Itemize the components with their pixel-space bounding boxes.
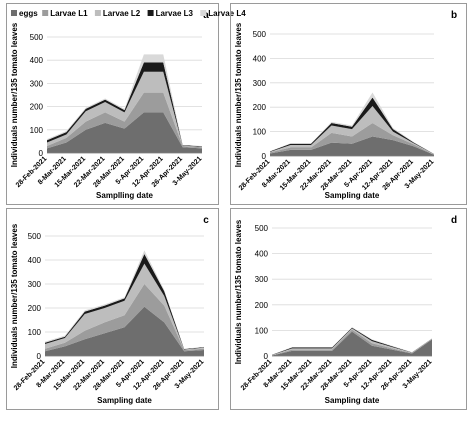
y-tick-label: 400 [253,54,267,63]
legend-label: Larvae L4 [208,9,246,18]
area-eggs [272,331,432,356]
chart-panel-a: 010020030040050028-Feb-20218-Mar-202115-… [6,3,246,205]
y-axis-title: Individuals number/135 tomato leaves [234,219,243,364]
y-tick-label: 500 [253,30,267,39]
chart-panel-b: 010020030040050028-Feb-20218-Mar-202115-… [230,3,467,205]
area-larvae-l2 [45,263,204,350]
y-tick-label: 400 [28,256,42,265]
legend-swatch [42,10,49,16]
panel-frame [6,208,219,410]
panel-letter: b [451,10,457,21]
y-tick-label: 400 [255,250,269,259]
legend-label: Larvae L1 [50,9,88,18]
y-tick-label: 300 [30,79,44,88]
panel-letter: d [451,215,457,226]
legend-label: Larvae L3 [156,9,194,18]
y-tick-label: 200 [28,304,42,313]
legend-swatch [94,10,101,16]
panel-frame [230,3,467,205]
y-tick-label: 100 [255,326,269,335]
legend-label: Larvae L2 [103,9,141,18]
y-tick-label: 300 [253,79,267,88]
area-eggs [47,112,202,153]
x-axis-title: Sampling date [97,396,152,405]
y-tick-label: 0 [262,152,267,161]
chart-panel-c: 010020030040050028-Feb-20218-Mar-202115-… [6,208,219,410]
y-tick-label: 0 [264,352,269,361]
x-axis-title: Sampling date [325,191,380,200]
y-tick-label: 500 [30,33,44,42]
panel-letter: c [203,215,209,226]
legend: eggs Larvae L1 Larvae L2 Larvae L3 Larvae L4 [11,9,246,18]
legend-swatch [147,10,154,16]
area-eggs [270,136,434,156]
y-tick-label: 200 [255,301,269,310]
area-larvae-l1 [270,123,434,155]
area-eggs [45,306,204,356]
area-larvae-l2 [272,328,432,356]
area-larvae-l1 [45,284,204,352]
area-larvae-l1 [47,92,202,149]
y-axis-title: Individuals number/135 tomato leaves [10,223,19,368]
area-larvae-l3 [272,327,432,355]
y-tick-label: 200 [253,103,267,112]
x-axis-title: Sampling date [325,396,380,405]
area-larvae-l1 [272,329,432,356]
y-axis-title: Individuals number/135 tomato leaves [234,22,243,167]
y-tick-label: 100 [28,328,42,337]
y-tick-label: 500 [28,232,42,241]
y-tick-label: 400 [30,56,44,65]
x-axis-title: Samplling date [96,191,153,200]
y-tick-label: 200 [30,103,44,112]
legend-swatch [11,10,17,16]
chart-panel-d: 010020030040050028-Feb-20218-Mar-202115-… [230,208,467,410]
panel-frame [230,208,467,410]
panel-frame [6,3,219,205]
area-larvae-l2 [270,105,434,155]
y-tick-label: 100 [30,126,44,135]
y-tick-label: 300 [255,275,269,284]
y-tick-label: 500 [255,224,269,233]
y-tick-label: 300 [28,280,42,289]
legend-label: eggs [19,9,38,18]
y-axis-title: Individuals number/135 tomato leaves [10,22,19,167]
y-tick-label: 0 [37,352,42,361]
y-tick-label: 100 [253,128,267,137]
y-tick-label: 0 [39,149,44,158]
area-larvae-l2 [47,71,202,148]
legend-swatch [200,10,207,16]
